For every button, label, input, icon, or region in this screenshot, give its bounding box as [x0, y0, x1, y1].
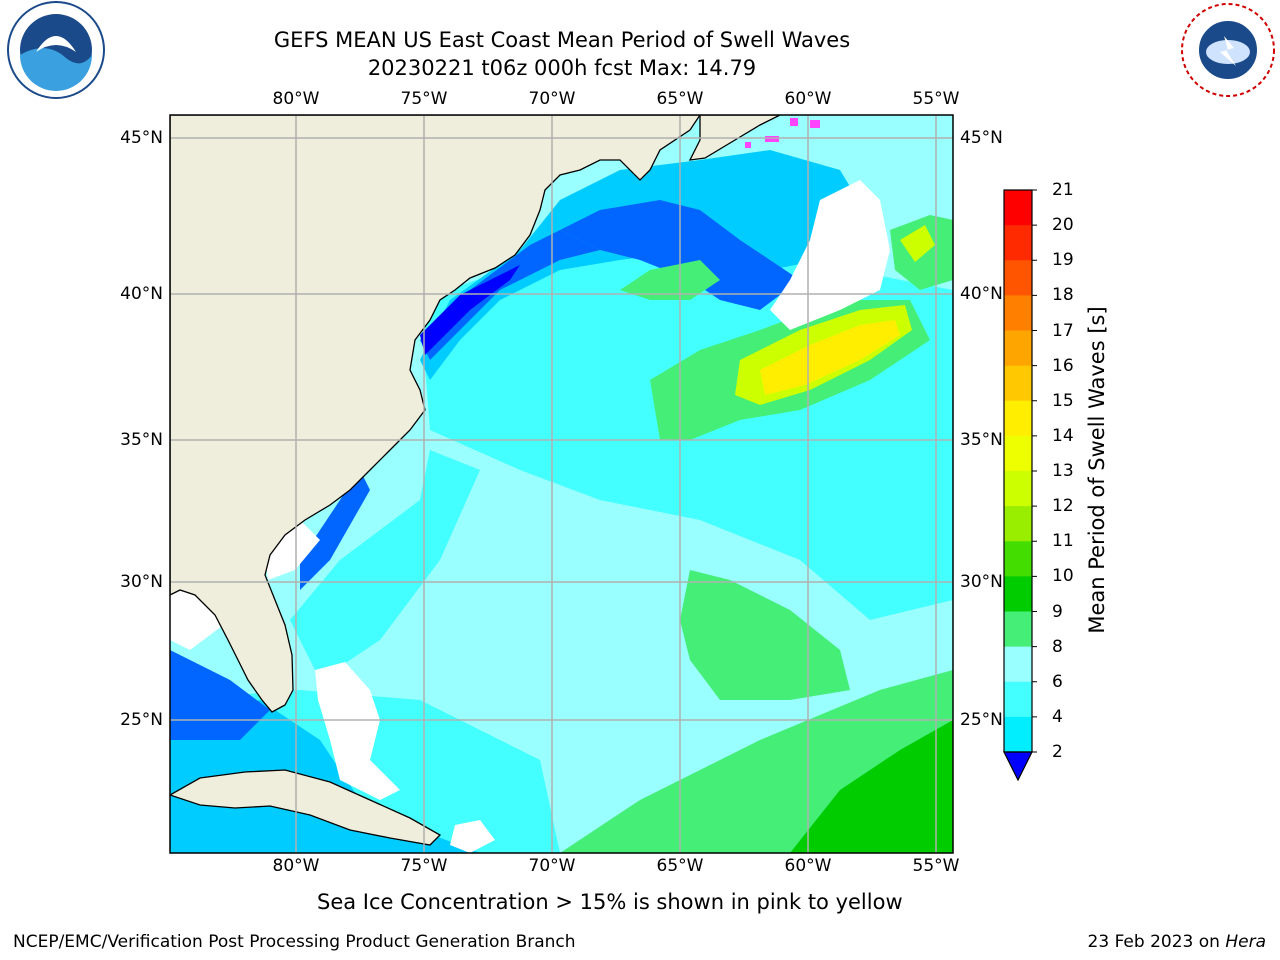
sky-shelf	[420, 150, 870, 380]
colorbar-segment	[1004, 260, 1032, 296]
colorbar-tick-label: 19	[1052, 250, 1074, 271]
nodata-hispaniola	[450, 820, 495, 853]
yellow-core	[760, 320, 900, 395]
nws-logo	[1180, 2, 1276, 98]
colorbar-tick-label: 4	[1052, 706, 1063, 727]
colorbar-tick-label: 20	[1052, 215, 1074, 236]
lon-label-bottom: 80°W	[272, 856, 320, 876]
colorbar-segment	[1004, 365, 1032, 402]
footer-date: 23 Feb 2023 on Hera	[1088, 932, 1266, 952]
lat-label-left: 40°N	[120, 284, 163, 304]
noaa-logo	[7, 1, 105, 99]
colorbar-tick-label: 2	[1052, 742, 1063, 762]
colorbar-tick-label: 11	[1052, 531, 1074, 552]
sea-ice-caption: Sea Ice Concentration > 15% is shown in …	[317, 890, 903, 914]
colorbar-segment	[1004, 330, 1032, 367]
colorbar-tick-label: 13	[1052, 461, 1074, 481]
colorbar-tick-label: 12	[1052, 496, 1074, 517]
colorbar-tick-label: 16	[1052, 355, 1074, 376]
sea-ice-pixel	[810, 120, 820, 128]
sea-ice-pixel	[745, 142, 751, 148]
colorbar-tick-label: 17	[1052, 320, 1074, 341]
lon-label-bottom: 70°W	[528, 856, 576, 876]
sea-ice-pixel	[790, 118, 798, 126]
lon-label-top: 70°W	[528, 89, 576, 109]
map-area	[170, 115, 953, 853]
colorbar-tick-label: 6	[1052, 671, 1063, 692]
colorbar-segment	[1004, 506, 1032, 542]
land-cuba	[170, 769, 442, 846]
map-frame	[169, 114, 954, 854]
lat-label-left: 30°N	[120, 572, 163, 592]
sea-ice-pixel	[765, 136, 779, 142]
colorbar-segment	[1004, 541, 1032, 577]
lon-label-bottom: 60°W	[784, 856, 832, 876]
footer-date-text: 23 Feb 2023 on	[1087, 932, 1226, 952]
colorbar	[1003, 189, 1037, 782]
footer-machine: Hera	[1225, 932, 1266, 952]
colorbar-segment	[1004, 611, 1032, 648]
figure-subtitle: 20230221 t06z 000h fcst Max: 14.79	[367, 56, 757, 80]
lat-label-left: 25°N	[120, 710, 163, 730]
lon-label-bottom: 55°W	[912, 856, 960, 876]
colorbar-extend	[1003, 751, 1033, 782]
lon-label-top: 80°W	[272, 89, 320, 109]
blue-florida-west	[170, 650, 270, 740]
lat-label-right: 35°N	[960, 430, 1003, 450]
colorbar-segment	[1004, 435, 1032, 472]
nodata-north	[770, 180, 890, 330]
footer-branch: NCEP/EMC/Verification Post Processing Pr…	[13, 932, 576, 952]
colorbar-segment	[1004, 400, 1032, 437]
colorbar-label: Mean Period of Swell Waves [s]	[1085, 306, 1109, 634]
colorbar-segment	[1004, 576, 1032, 612]
lat-label-right: 40°N	[960, 284, 1003, 304]
colorbar-segment	[1004, 646, 1032, 683]
figure-title: GEFS MEAN US East Coast Mean Period of S…	[273, 28, 851, 52]
lon-label-top: 55°W	[912, 89, 960, 109]
lon-label-bottom: 65°W	[656, 856, 704, 876]
colorbar-segment	[1004, 190, 1032, 226]
lat-label-left: 45°N	[120, 128, 163, 148]
yellow-ne	[900, 225, 935, 262]
lat-label-right: 30°N	[960, 572, 1003, 592]
colorbar-tick-label: 15	[1052, 390, 1074, 411]
colorbar-tick-label: 9	[1052, 601, 1063, 622]
colorbar-segment	[1004, 471, 1032, 507]
colorbar-segment	[1004, 716, 1032, 753]
lon-label-top: 65°W	[656, 89, 704, 109]
lat-label-right: 25°N	[960, 710, 1003, 730]
colorbar-segment	[1004, 225, 1032, 261]
sky-south	[170, 700, 480, 853]
colorbar-frame	[1003, 189, 1033, 753]
graticule	[170, 115, 953, 853]
nodata-bahamas	[315, 662, 400, 800]
lat-label-left: 35°N	[120, 430, 163, 450]
bright-green-south	[790, 720, 953, 853]
colorbar-tick-label: 14	[1052, 425, 1074, 446]
blue-coast-carolina	[300, 470, 370, 590]
colorbar-tick-label: 18	[1052, 285, 1074, 306]
colorbar-segment	[1004, 295, 1032, 331]
lon-label-bottom: 75°W	[400, 856, 448, 876]
lon-label-top: 60°W	[784, 89, 832, 109]
colorbar-tick-label: 21	[1052, 180, 1074, 200]
colorbar-segment	[1004, 681, 1032, 718]
green-patch-north	[620, 260, 720, 300]
lat-label-right: 45°N	[960, 128, 1003, 148]
lon-label-top: 75°W	[400, 89, 448, 109]
land-north-america	[170, 115, 701, 713]
blue-shelf	[420, 230, 600, 360]
colorbar-tick-label: 10	[1052, 566, 1074, 587]
deep-blue-edge	[420, 265, 520, 355]
colorbar-tick-label: 8	[1052, 636, 1063, 657]
cyan-band-coast	[290, 450, 480, 680]
